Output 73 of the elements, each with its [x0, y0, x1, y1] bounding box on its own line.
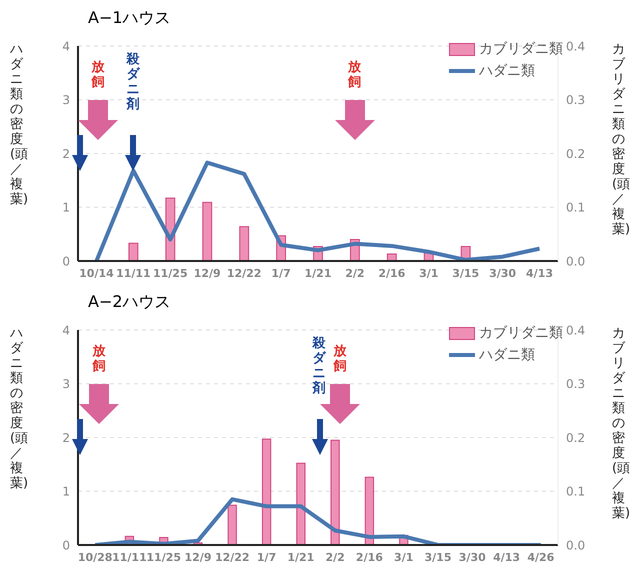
legend-label: ハダニ類	[479, 346, 535, 364]
chart-title: A−2ハウス	[88, 292, 171, 313]
text: カブリダニ類の密度(頭／複葉)	[612, 42, 630, 237]
x-tick-label: 1/7	[256, 550, 276, 564]
bar	[228, 504, 237, 545]
x-tick-label: 10/28	[78, 550, 112, 564]
y-tick-label: 3	[62, 93, 70, 108]
y-tick-label: 2	[62, 146, 70, 161]
x-tick-label: 10/14	[79, 266, 114, 280]
x-tick-label: 3/30	[458, 550, 486, 564]
x-tick-label: 4/13	[526, 266, 554, 280]
y2-tick-label: 0.3	[566, 93, 586, 108]
y-tick-label: 1	[62, 484, 70, 499]
y-tick-label: 3	[62, 377, 70, 392]
y2-tick-label: 0.0	[566, 538, 586, 552]
y-tick-label: 1	[62, 200, 70, 215]
chart-title: A−1ハウス	[88, 8, 171, 29]
x-tick-label: 1/7	[271, 266, 291, 280]
annotation: 放飼	[348, 60, 361, 90]
x-tick-label: 12/9	[184, 550, 212, 564]
x-tick-label: 1/21	[304, 266, 332, 280]
x-tick-label: 4/13	[493, 550, 520, 564]
y2-tick-label: 0.2	[566, 146, 586, 161]
legend-label: カブリダニ類	[479, 40, 563, 58]
x-tick-label: 1/21	[287, 550, 314, 564]
bar	[296, 462, 306, 545]
y-tick-label: 0	[62, 538, 70, 552]
x-tick-label: 2/16	[356, 550, 384, 564]
annotation: 殺ダニ剤	[126, 52, 140, 112]
bar	[364, 476, 374, 545]
y-tick-label: 2	[62, 430, 70, 445]
bar	[128, 242, 138, 261]
legend-label: ハダニ類	[479, 62, 535, 80]
x-tick-label: 4/26	[527, 550, 555, 564]
y2-tick-label: 0.0	[566, 254, 586, 268]
y2-tick-label: 0.1	[566, 484, 586, 499]
y-tick-label: 0	[62, 254, 70, 268]
x-tick-label: 11/25	[152, 266, 188, 280]
bar	[202, 202, 212, 261]
x-tick-label: 3/1	[419, 266, 438, 280]
x-tick-label: 3/1	[394, 550, 414, 564]
line-series	[94, 160, 542, 261]
y2-tick-label: 0.1	[566, 200, 586, 215]
annotation: 放飼	[333, 344, 346, 374]
x-tick-label: 11/11	[112, 550, 147, 564]
x-tick-label: 11/11	[116, 266, 151, 280]
text: ハダニ類の密度(頭／複葉)	[10, 42, 28, 207]
y2-tick-label: 0.2	[566, 430, 586, 445]
y-tick-label: 4	[62, 323, 70, 338]
annotation: 殺ダニ剤	[312, 336, 326, 396]
bar	[262, 438, 272, 545]
bar	[330, 440, 340, 545]
text: カブリダニ類の密度(頭／複葉)	[612, 326, 630, 521]
x-tick-label: 3/15	[452, 266, 480, 280]
text: ハダニ類の密度(頭／複葉)	[10, 326, 28, 491]
y2-tick-label: 0.3	[566, 377, 586, 392]
x-tick-label: 2/16	[378, 266, 406, 280]
x-tick-label: 11/25	[146, 550, 182, 564]
x-tick-label: 2/2	[345, 266, 365, 280]
annotation: 放飼	[91, 60, 104, 90]
x-tick-label: 12/9	[194, 266, 221, 280]
x-tick-label: 12/22	[214, 550, 250, 564]
x-tick-label: 3/15	[424, 550, 452, 564]
line-series	[93, 497, 543, 545]
bar	[239, 226, 250, 261]
y2-tick-label: 0.4	[566, 39, 586, 54]
x-tick-label: 3/30	[489, 266, 516, 280]
annotation: 放飼	[92, 344, 106, 374]
x-tick-label: 12/22	[226, 266, 262, 280]
legend-label: カブリダニ類	[479, 324, 563, 342]
y-tick-label: 4	[62, 39, 70, 54]
y2-tick-label: 0.4	[566, 323, 586, 338]
x-tick-label: 2/2	[325, 550, 345, 564]
